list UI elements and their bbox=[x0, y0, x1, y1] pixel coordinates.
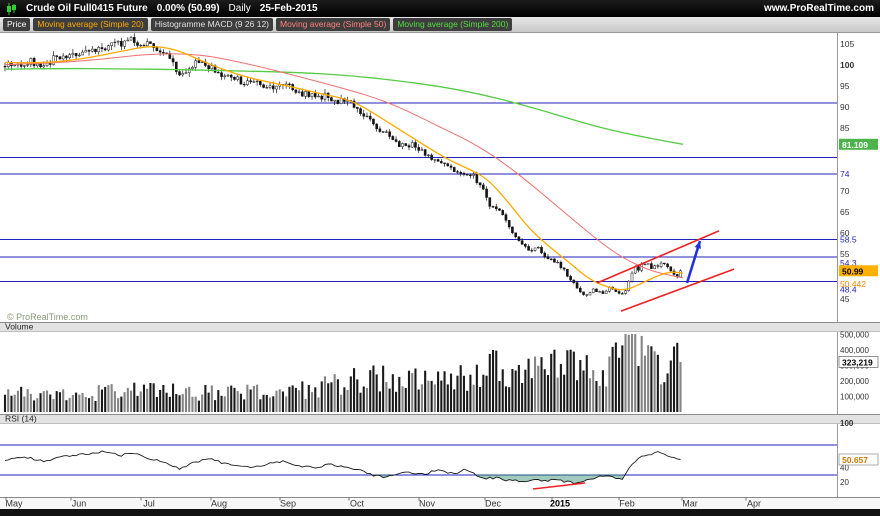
svg-text:Oct: Oct bbox=[350, 499, 365, 509]
svg-text:100,000: 100,000 bbox=[840, 393, 869, 402]
breakout-arrow bbox=[685, 240, 702, 284]
svg-text:20: 20 bbox=[840, 478, 849, 487]
svg-text:Sep: Sep bbox=[280, 499, 296, 509]
svg-text:50.99: 50.99 bbox=[842, 266, 864, 276]
svg-text:May: May bbox=[5, 499, 23, 509]
time-axis[interactable]: May Jun Jul Aug Sep Oct Nov Dec 2015 Feb Mar Apr bbox=[0, 497, 880, 516]
trend-line bbox=[596, 230, 720, 284]
indicator-button-ma20[interactable]: Moving average (Simple 20) bbox=[33, 18, 148, 31]
svg-text:90: 90 bbox=[840, 102, 850, 112]
svg-text:Aug: Aug bbox=[211, 499, 227, 509]
instrument-name: Crude Oil Full0415 Future bbox=[26, 3, 148, 14]
svg-text:Feb: Feb bbox=[619, 499, 635, 509]
svg-text:2015: 2015 bbox=[550, 499, 570, 509]
quote-date: 25-Feb-2015 bbox=[259, 3, 318, 14]
svg-text:500,000: 500,000 bbox=[840, 331, 869, 340]
svg-text:400,000: 400,000 bbox=[840, 346, 869, 355]
svg-text:81.109: 81.109 bbox=[842, 140, 868, 150]
indicator-toolbar: Price Moving average (Simple 20) Histogram… bbox=[0, 17, 880, 33]
svg-text:Jul: Jul bbox=[143, 499, 155, 509]
rsi-trend-line bbox=[532, 482, 586, 490]
volume-pane-label: Volume bbox=[5, 322, 34, 332]
last-price-badge: 50.99 bbox=[839, 265, 878, 277]
svg-text:70: 70 bbox=[840, 186, 850, 196]
svg-text:200,000: 200,000 bbox=[840, 377, 869, 386]
trend-line bbox=[620, 268, 735, 312]
ma20-value-label: 50.442 bbox=[840, 279, 866, 289]
price-change: 0.00% (50.99) bbox=[156, 3, 220, 14]
indicator-button-ma200[interactable]: Moving average (Simple 200) bbox=[393, 18, 513, 31]
svg-text:55: 55 bbox=[840, 249, 850, 259]
ma200-value-badge: 81.109 bbox=[839, 138, 878, 150]
title-bar: Crude Oil Full0415 Future 0.00% (50.99) … bbox=[0, 0, 880, 17]
svg-text:95: 95 bbox=[840, 81, 850, 91]
bottom-scrollbar[interactable] bbox=[0, 509, 880, 516]
rsi-pane bbox=[0, 444, 837, 490]
svg-text:100: 100 bbox=[840, 60, 854, 70]
svg-text:60: 60 bbox=[840, 228, 850, 238]
svg-text:Nov: Nov bbox=[419, 499, 436, 509]
price-pane: © ProRealTime.com bbox=[0, 33, 837, 322]
rsi-value-badge: 50.657 bbox=[838, 453, 879, 466]
svg-text:50.657: 50.657 bbox=[842, 455, 868, 465]
svg-text:Mar: Mar bbox=[682, 499, 698, 509]
timeframe-label: Daily bbox=[228, 3, 251, 14]
svg-text:54.3: 54.3 bbox=[840, 258, 857, 268]
svg-text:323,219: 323,219 bbox=[842, 357, 873, 367]
indicator-button-ma50[interactable]: Moving average (Simple 50) bbox=[276, 18, 391, 31]
svg-text:65: 65 bbox=[840, 207, 850, 217]
volume-pane bbox=[3, 334, 682, 412]
svg-text:58.5: 58.5 bbox=[840, 234, 857, 244]
ma200-line bbox=[4, 67, 684, 145]
svg-text:45: 45 bbox=[840, 294, 850, 304]
watermark: © ProRealTime.com bbox=[7, 312, 88, 322]
breakout-arrow-head bbox=[694, 240, 701, 249]
svg-text:Jun: Jun bbox=[72, 499, 87, 509]
candlestick-icon bbox=[6, 2, 17, 15]
svg-text:85: 85 bbox=[840, 123, 850, 133]
svg-text:Apr: Apr bbox=[747, 499, 761, 509]
rsi-pane-label: RSI (14) bbox=[5, 414, 37, 424]
indicator-button-price[interactable]: Price bbox=[3, 18, 31, 31]
svg-text:40: 40 bbox=[840, 463, 849, 472]
svg-text:48.4: 48.4 bbox=[840, 285, 857, 295]
ma50-line bbox=[4, 53, 684, 279]
svg-text:Dec: Dec bbox=[485, 499, 502, 509]
svg-text:100: 100 bbox=[840, 419, 854, 428]
rsi-line bbox=[4, 450, 681, 485]
right-axis[interactable]: 105 100 95 90 85 70 65 60 55 45 74 58.5 54.3 48.4 50.9… bbox=[838, 39, 879, 487]
ma20-line bbox=[4, 46, 684, 291]
volume-value-badge: 323,219 bbox=[838, 355, 879, 368]
indicator-button-macd[interactable]: Histogramme MACD (9 26 12) bbox=[150, 18, 273, 31]
prorealtime-link[interactable]: www.ProRealTime.com bbox=[763, 3, 874, 14]
svg-text:74: 74 bbox=[840, 169, 850, 179]
svg-text:105: 105 bbox=[840, 39, 854, 49]
